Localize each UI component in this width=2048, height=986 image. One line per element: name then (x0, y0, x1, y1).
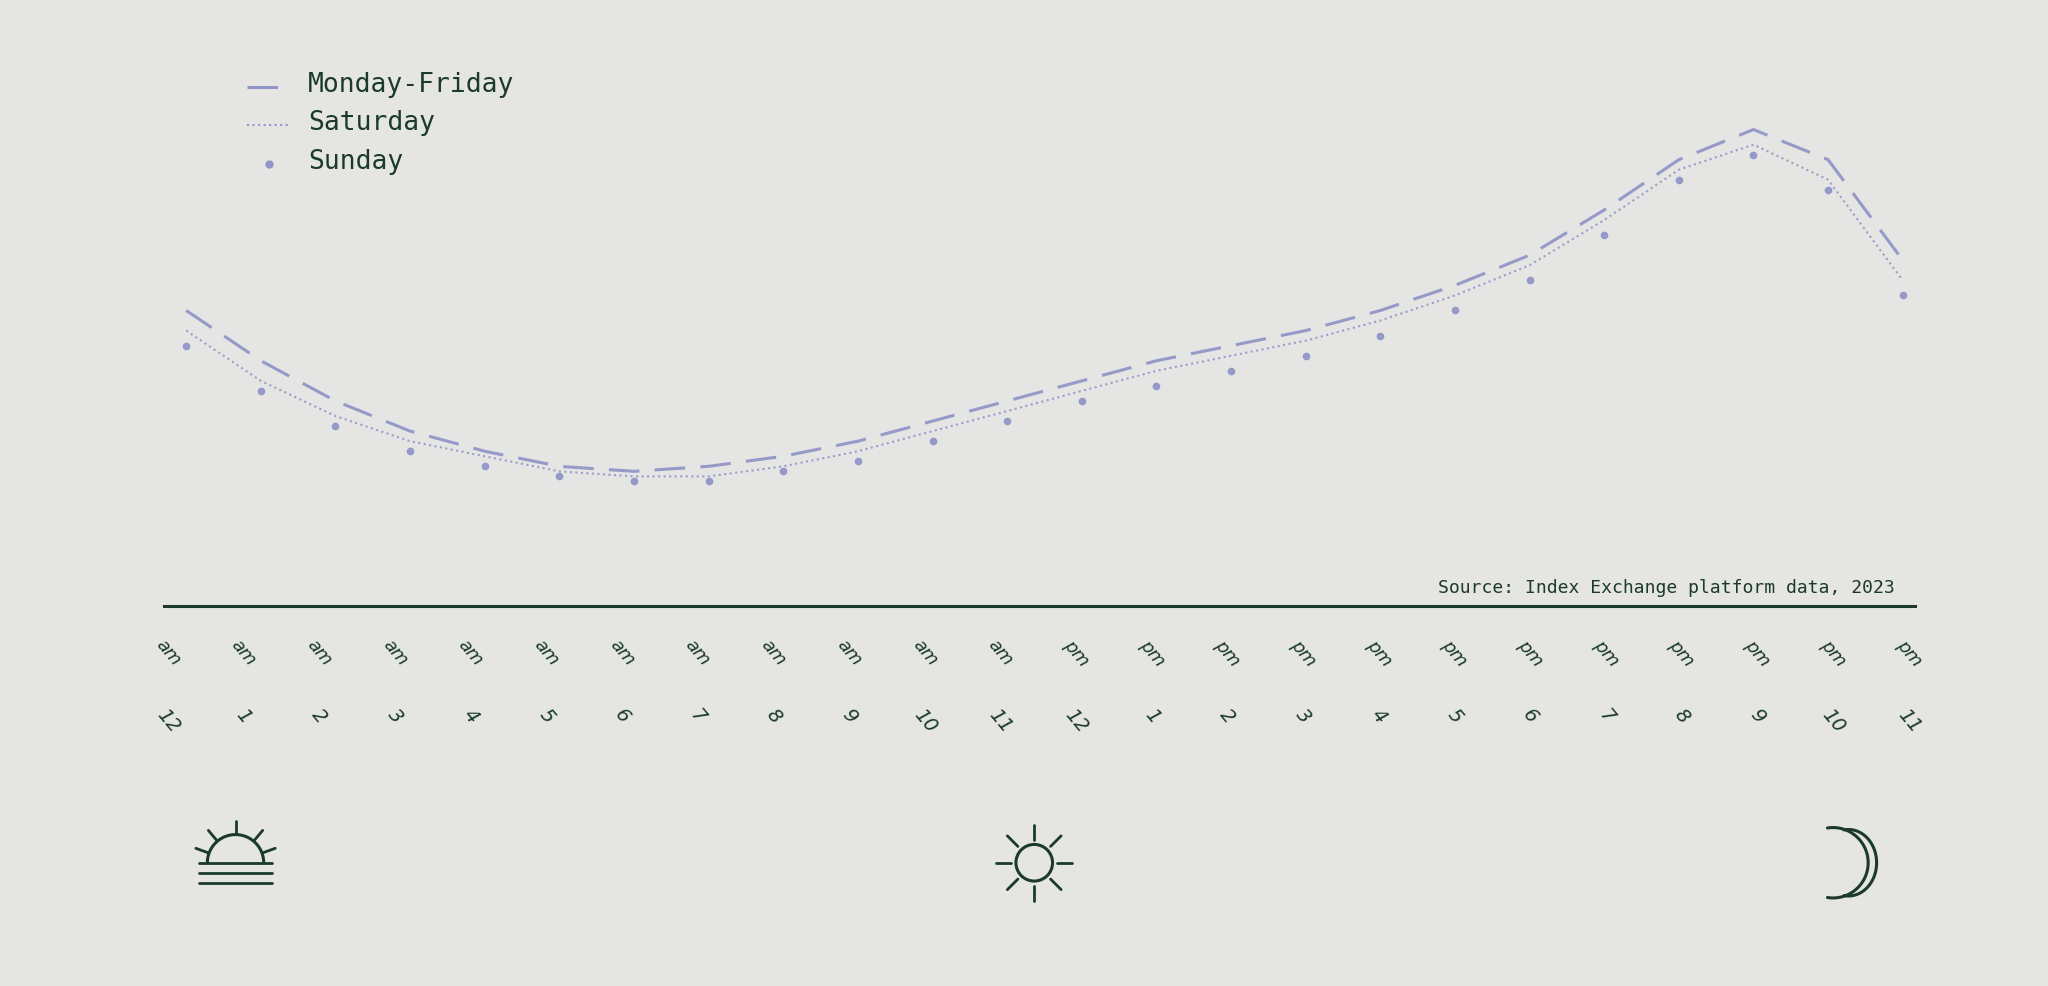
Text: am: am (455, 636, 487, 669)
Text: 11: 11 (985, 705, 1016, 737)
Text: 8: 8 (1671, 705, 1694, 727)
Text: 7: 7 (1595, 705, 1618, 727)
Text: pm: pm (1438, 636, 1470, 669)
Text: 2: 2 (307, 705, 330, 727)
Text: 4: 4 (459, 705, 481, 727)
Circle shape (1016, 844, 1053, 881)
Text: 5: 5 (535, 705, 557, 727)
Legend: Monday-Friday, Saturday, Sunday: Monday-Friday, Saturday, Sunday (242, 66, 520, 180)
Text: pm: pm (1589, 636, 1622, 669)
Text: 9: 9 (838, 705, 860, 727)
Text: 11: 11 (1894, 705, 1923, 737)
Text: Source: Index Exchange platform data, 2023: Source: Index Exchange platform data, 20… (1438, 579, 1894, 597)
Text: pm: pm (1137, 636, 1167, 669)
Text: am: am (606, 636, 639, 669)
Text: 5: 5 (1444, 705, 1466, 727)
Text: pm: pm (1892, 636, 1925, 669)
Text: am: am (152, 636, 184, 669)
Text: 10: 10 (909, 705, 940, 737)
Text: am: am (530, 636, 563, 669)
Text: pm: pm (1210, 636, 1243, 669)
Text: pm: pm (1817, 636, 1849, 669)
Text: 6: 6 (610, 705, 633, 727)
Text: 8: 8 (762, 705, 784, 727)
Text: pm: pm (1286, 636, 1319, 669)
Text: 12: 12 (1061, 705, 1092, 737)
Text: am: am (303, 636, 336, 669)
Text: pm: pm (1513, 636, 1546, 669)
Text: 2: 2 (1217, 705, 1239, 727)
Text: am: am (758, 636, 788, 669)
Text: 3: 3 (383, 705, 406, 727)
Text: am: am (834, 636, 864, 669)
Text: am: am (985, 636, 1016, 669)
Text: am: am (682, 636, 715, 669)
Text: pm: pm (1061, 636, 1092, 669)
Text: pm: pm (1741, 636, 1774, 669)
Text: 1: 1 (231, 705, 254, 727)
Text: 6: 6 (1520, 705, 1542, 727)
Text: am: am (227, 636, 260, 669)
Text: 9: 9 (1747, 705, 1769, 727)
Text: am: am (379, 636, 412, 669)
Text: am: am (909, 636, 940, 669)
Text: 1: 1 (1141, 705, 1163, 727)
Text: pm: pm (1665, 636, 1698, 669)
Text: 7: 7 (686, 705, 709, 727)
Text: 3: 3 (1292, 705, 1315, 727)
Text: pm: pm (1362, 636, 1395, 669)
Text: 4: 4 (1368, 705, 1391, 727)
Text: 10: 10 (1819, 705, 1847, 737)
Text: 12: 12 (154, 705, 182, 737)
